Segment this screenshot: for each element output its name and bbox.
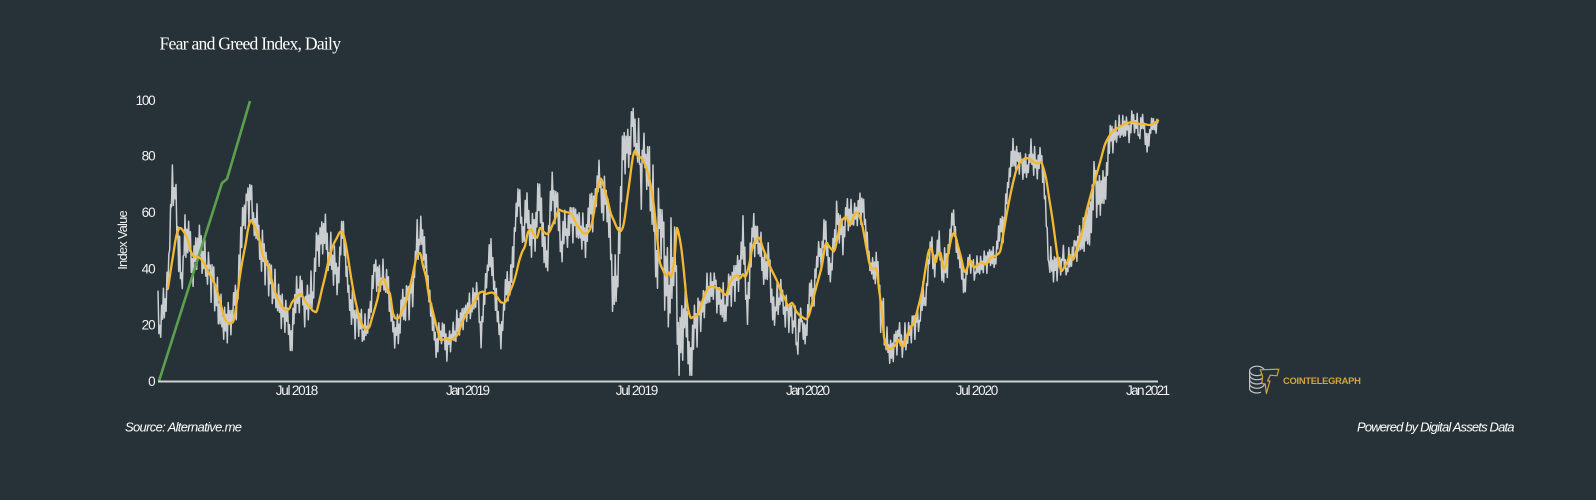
svg-text:Jan 2021: Jan 2021 (1126, 383, 1170, 398)
svg-text:Jul 2018: Jul 2018 (276, 383, 319, 398)
svg-text:Index Value: Index Value (115, 210, 130, 270)
svg-text:Jan 2019: Jan 2019 (446, 383, 490, 398)
svg-text:Fear and Greed Index, Daily: Fear and Greed Index, Daily (160, 34, 342, 54)
svg-text:100: 100 (136, 93, 156, 108)
svg-text:0: 0 (148, 374, 156, 389)
svg-text:60: 60 (142, 205, 156, 220)
svg-text:Powered by Digital Assets Data: Powered by Digital Assets Data (1357, 420, 1515, 435)
svg-text:Jul 2020: Jul 2020 (956, 383, 999, 398)
svg-text:80: 80 (142, 149, 156, 164)
svg-text:Jan 2020: Jan 2020 (786, 383, 830, 398)
svg-text:Jul 2019: Jul 2019 (616, 383, 659, 398)
svg-text:40: 40 (142, 262, 156, 277)
svg-text:20: 20 (142, 318, 156, 333)
svg-text:COINTELEGRAPH: COINTELEGRAPH (1283, 375, 1362, 386)
svg-text:Source: Alternative.me: Source: Alternative.me (125, 420, 242, 435)
